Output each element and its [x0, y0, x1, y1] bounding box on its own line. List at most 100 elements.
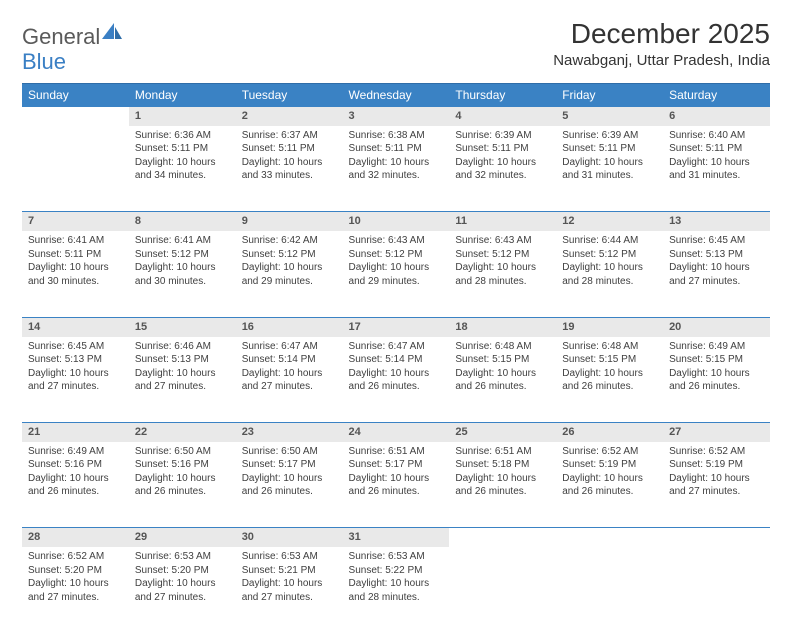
daylight-line: Daylight: 10 hours and 27 minutes. [28, 368, 109, 393]
day-cell-blank [663, 547, 770, 633]
sunrise-line: Sunrise: 6:47 AM [349, 341, 425, 352]
day-cell-blank [22, 126, 129, 212]
sunrise-line: Sunrise: 6:52 AM [28, 551, 104, 562]
day-cell: Sunrise: 6:46 AMSunset: 5:13 PMDaylight:… [129, 337, 236, 423]
day-cell: Sunrise: 6:52 AMSunset: 5:19 PMDaylight:… [663, 442, 770, 528]
sunrise-line: Sunrise: 6:51 AM [349, 446, 425, 457]
sunset-line: Sunset: 5:22 PM [349, 565, 423, 576]
sunrise-line: Sunrise: 6:45 AM [669, 235, 745, 246]
weekday-header: Tuesday [236, 84, 343, 107]
daylight-line: Daylight: 10 hours and 27 minutes. [669, 473, 750, 498]
day-cell: Sunrise: 6:53 AMSunset: 5:20 PMDaylight:… [129, 547, 236, 633]
daylight-line: Daylight: 10 hours and 27 minutes. [669, 262, 750, 287]
day-cell-blank [556, 547, 663, 633]
sunset-line: Sunset: 5:21 PM [242, 565, 316, 576]
logo: General [22, 18, 122, 50]
day-number: 2 [236, 107, 343, 126]
daylight-line: Daylight: 10 hours and 26 minutes. [455, 473, 536, 498]
sunset-line: Sunset: 5:14 PM [349, 354, 423, 365]
day-content-row: Sunrise: 6:52 AMSunset: 5:20 PMDaylight:… [22, 547, 770, 633]
daylight-line: Daylight: 10 hours and 26 minutes. [28, 473, 109, 498]
day-cell: Sunrise: 6:52 AMSunset: 5:20 PMDaylight:… [22, 547, 129, 633]
weekday-header: Sunday [22, 84, 129, 107]
weekday-header: Thursday [449, 84, 556, 107]
sunrise-line: Sunrise: 6:44 AM [562, 235, 638, 246]
day-cell: Sunrise: 6:53 AMSunset: 5:22 PMDaylight:… [343, 547, 450, 633]
day-number: 11 [449, 212, 556, 231]
day-cell: Sunrise: 6:50 AMSunset: 5:16 PMDaylight:… [129, 442, 236, 528]
day-number-row: 28293031 [22, 528, 770, 547]
sunrise-line: Sunrise: 6:36 AM [135, 130, 211, 141]
day-number-row: 21222324252627 [22, 423, 770, 442]
daylight-line: Daylight: 10 hours and 32 minutes. [455, 157, 536, 182]
sunset-line: Sunset: 5:11 PM [349, 143, 422, 154]
sunset-line: Sunset: 5:16 PM [28, 459, 102, 470]
sunset-line: Sunset: 5:18 PM [455, 459, 529, 470]
daylight-line: Daylight: 10 hours and 26 minutes. [135, 473, 216, 498]
sunrise-line: Sunrise: 6:48 AM [562, 341, 638, 352]
weekday-header: Monday [129, 84, 236, 107]
daylight-line: Daylight: 10 hours and 26 minutes. [562, 368, 643, 393]
weekday-header: Wednesday [343, 84, 450, 107]
sunrise-line: Sunrise: 6:38 AM [349, 130, 425, 141]
sunset-line: Sunset: 5:11 PM [242, 143, 315, 154]
day-number: 8 [129, 212, 236, 231]
day-cell: Sunrise: 6:47 AMSunset: 5:14 PMDaylight:… [236, 337, 343, 423]
day-number: 4 [449, 107, 556, 126]
sunrise-line: Sunrise: 6:50 AM [135, 446, 211, 457]
day-number: 10 [343, 212, 450, 231]
day-number: 1 [129, 107, 236, 126]
daylight-line: Daylight: 10 hours and 27 minutes. [242, 368, 323, 393]
daylight-line: Daylight: 10 hours and 26 minutes. [242, 473, 323, 498]
sunset-line: Sunset: 5:11 PM [669, 143, 742, 154]
sunset-line: Sunset: 5:17 PM [242, 459, 316, 470]
day-number-blank [22, 107, 129, 126]
day-cell: Sunrise: 6:41 AMSunset: 5:12 PMDaylight:… [129, 231, 236, 317]
day-number: 5 [556, 107, 663, 126]
daylight-line: Daylight: 10 hours and 31 minutes. [669, 157, 750, 182]
day-cell: Sunrise: 6:38 AMSunset: 5:11 PMDaylight:… [343, 126, 450, 212]
day-number: 3 [343, 107, 450, 126]
daylight-line: Daylight: 10 hours and 27 minutes. [28, 578, 109, 603]
daylight-line: Daylight: 10 hours and 33 minutes. [242, 157, 323, 182]
sunset-line: Sunset: 5:13 PM [669, 249, 743, 260]
day-cell: Sunrise: 6:39 AMSunset: 5:11 PMDaylight:… [449, 126, 556, 212]
day-cell: Sunrise: 6:43 AMSunset: 5:12 PMDaylight:… [343, 231, 450, 317]
sunset-line: Sunset: 5:12 PM [455, 249, 529, 260]
daylight-line: Daylight: 10 hours and 27 minutes. [135, 368, 216, 393]
daylight-line: Daylight: 10 hours and 26 minutes. [455, 368, 536, 393]
day-cell: Sunrise: 6:52 AMSunset: 5:19 PMDaylight:… [556, 442, 663, 528]
day-cell: Sunrise: 6:51 AMSunset: 5:18 PMDaylight:… [449, 442, 556, 528]
sunrise-line: Sunrise: 6:40 AM [669, 130, 745, 141]
day-cell: Sunrise: 6:44 AMSunset: 5:12 PMDaylight:… [556, 231, 663, 317]
sunrise-line: Sunrise: 6:41 AM [28, 235, 104, 246]
day-content-row: Sunrise: 6:41 AMSunset: 5:11 PMDaylight:… [22, 231, 770, 317]
day-number: 23 [236, 423, 343, 442]
daylight-line: Daylight: 10 hours and 30 minutes. [28, 262, 109, 287]
day-number-row: 78910111213 [22, 212, 770, 231]
sunrise-line: Sunrise: 6:39 AM [455, 130, 531, 141]
day-cell: Sunrise: 6:47 AM Sunset: 5:14 PM Daylight:… [343, 337, 450, 423]
daylight-line: Daylight: 10 hours and 27 minutes. [135, 578, 216, 603]
day-cell: Sunrise: 6:49 AMSunset: 5:15 PMDaylight:… [663, 337, 770, 423]
day-number: 16 [236, 317, 343, 336]
sunset-line: Sunset: 5:15 PM [669, 354, 743, 365]
weekday-header: Saturday [663, 84, 770, 107]
sunset-line: Sunset: 5:12 PM [562, 249, 636, 260]
sunset-line: Sunset: 5:12 PM [242, 249, 316, 260]
day-number: 25 [449, 423, 556, 442]
day-cell: Sunrise: 6:49 AMSunset: 5:16 PMDaylight:… [22, 442, 129, 528]
sunset-line: Sunset: 5:13 PM [135, 354, 209, 365]
sunset-line: Sunset: 5:17 PM [349, 459, 423, 470]
sunrise-line: Sunrise: 6:52 AM [669, 446, 745, 457]
daylight-line: Daylight: 10 hours and 31 minutes. [562, 157, 643, 182]
sunrise-line: Sunrise: 6:52 AM [562, 446, 638, 457]
day-number-blank [663, 528, 770, 547]
day-content-row: Sunrise: 6:45 AMSunset: 5:13 PMDaylight:… [22, 337, 770, 423]
day-number: 21 [22, 423, 129, 442]
weekday-header: Friday [556, 84, 663, 107]
month-title: December 2025 [553, 18, 770, 50]
daylight-line: Daylight: 10 hours and 26 minutes. [349, 368, 430, 393]
sunrise-line: Sunrise: 6:53 AM [242, 551, 318, 562]
day-number: 15 [129, 317, 236, 336]
